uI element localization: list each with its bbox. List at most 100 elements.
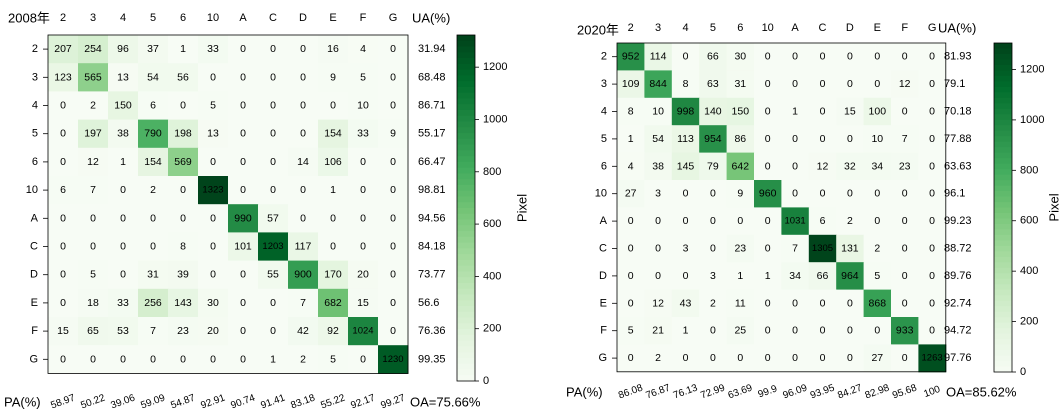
cell-value: 25 bbox=[734, 325, 746, 337]
colorbar-segment bbox=[994, 142, 1012, 148]
cell-value: 990 bbox=[234, 212, 252, 224]
colorbar-segment bbox=[994, 103, 1012, 109]
cell-value: 0 bbox=[792, 51, 798, 63]
column-header: 5 bbox=[710, 22, 716, 34]
cell-value: 0 bbox=[240, 156, 246, 168]
colorbar-segment bbox=[994, 290, 1012, 296]
pa-value: 55.22 bbox=[319, 392, 347, 411]
cell-value: 0 bbox=[390, 71, 396, 83]
cell-value: 0 bbox=[360, 353, 366, 365]
pa-value: 76.87 bbox=[644, 382, 672, 401]
ua-value: 97.76 bbox=[944, 352, 972, 364]
cell-value: 7 bbox=[90, 184, 96, 196]
cell-value: 0 bbox=[120, 353, 126, 365]
colorbar-segment bbox=[994, 312, 1012, 318]
colorbar-segment bbox=[457, 335, 475, 341]
cell-value: 53 bbox=[117, 325, 129, 337]
colorbar-segment bbox=[457, 260, 475, 266]
pa-value: 63.69 bbox=[727, 382, 755, 401]
colorbar-segment bbox=[994, 339, 1012, 345]
row-header: F bbox=[600, 325, 607, 337]
cell-value: 0 bbox=[240, 297, 246, 309]
cell-value: 114 bbox=[650, 51, 667, 63]
cell-value: 0 bbox=[929, 297, 935, 309]
ua-value: 68.48 bbox=[418, 71, 446, 83]
colorbar-segment bbox=[994, 350, 1012, 356]
colorbar-segment bbox=[457, 150, 475, 156]
cell-value: 106 bbox=[324, 156, 342, 168]
cell-value: 0 bbox=[820, 325, 826, 337]
cell-value: 33 bbox=[207, 43, 219, 55]
colorbar-segment bbox=[994, 268, 1012, 274]
colorbar-segment bbox=[457, 231, 475, 237]
cell-value: 7 bbox=[792, 243, 798, 255]
cell-value: 0 bbox=[683, 188, 689, 200]
cell-value: 43 bbox=[680, 297, 692, 309]
colorbar-segment bbox=[457, 364, 475, 370]
colorbar-segment bbox=[457, 358, 475, 364]
colorbar-segment bbox=[994, 191, 1012, 197]
cell-value: 207 bbox=[54, 43, 72, 55]
colorbar-segment bbox=[994, 224, 1012, 230]
row-header: 2 bbox=[601, 51, 607, 63]
cell-value: 0 bbox=[902, 215, 908, 227]
cell-value: 0 bbox=[847, 325, 853, 337]
column-header: A bbox=[239, 12, 247, 24]
cell-value: 0 bbox=[120, 212, 126, 224]
colorbar-tick-label: 200 bbox=[1020, 316, 1038, 328]
cell-value: 0 bbox=[90, 353, 96, 365]
colorbar-segment bbox=[994, 54, 1012, 60]
colorbar-segment bbox=[457, 329, 475, 335]
cell-value: 0 bbox=[270, 71, 276, 83]
cell-value: 10 bbox=[652, 106, 664, 118]
colorbar-tick-label: 1200 bbox=[483, 61, 507, 73]
cell-value: 150 bbox=[114, 100, 132, 112]
colorbar-segment bbox=[457, 41, 475, 47]
ua-value: 56.6 bbox=[418, 297, 439, 309]
row-header: 2 bbox=[32, 43, 38, 55]
cell-value: 20 bbox=[357, 269, 369, 281]
cell-value: 0 bbox=[240, 325, 246, 337]
row-header: 4 bbox=[32, 100, 38, 112]
cell-value: 0 bbox=[210, 156, 216, 168]
colorbar-segment bbox=[994, 202, 1012, 208]
cell-value: 0 bbox=[820, 188, 826, 200]
cell-value: 2 bbox=[710, 297, 716, 309]
cell-value: 0 bbox=[60, 212, 66, 224]
column-header: D bbox=[299, 12, 307, 24]
cell-value: 7 bbox=[902, 133, 908, 145]
cell-value: 113 bbox=[677, 133, 694, 145]
cell-value: 5 bbox=[330, 353, 336, 365]
colorbar-label: Pixel bbox=[1047, 193, 1059, 221]
column-header: 10 bbox=[207, 12, 219, 24]
colorbar-segment bbox=[457, 346, 475, 352]
row-header: 5 bbox=[601, 133, 607, 145]
colorbar-segment bbox=[994, 43, 1012, 49]
cell-value: 0 bbox=[820, 297, 826, 309]
cell-value: 12 bbox=[87, 156, 99, 168]
cell-value: 0 bbox=[820, 106, 826, 118]
cell-value: 0 bbox=[929, 51, 935, 63]
cell-value: 0 bbox=[360, 241, 366, 253]
row-header: E bbox=[31, 297, 38, 309]
colorbar-segment bbox=[457, 64, 475, 70]
colorbar-segment bbox=[457, 306, 475, 312]
cell-value: 0 bbox=[902, 188, 908, 200]
colorbar-tick-label: 800 bbox=[483, 166, 501, 178]
cell-value: 9 bbox=[330, 71, 336, 83]
cell-value: 16 bbox=[327, 43, 339, 55]
pa-value: 90.74 bbox=[229, 392, 257, 411]
cell-value: 0 bbox=[929, 215, 935, 227]
cell-value: 23 bbox=[177, 325, 189, 337]
column-header: 4 bbox=[682, 22, 688, 34]
cell-value: 131 bbox=[841, 243, 859, 255]
cell-value: 150 bbox=[732, 106, 750, 118]
row-header: 10 bbox=[595, 188, 607, 200]
chart-title: 2008年 bbox=[8, 11, 50, 26]
colorbar-segment bbox=[994, 213, 1012, 219]
cell-value: 14 bbox=[297, 156, 309, 168]
cell-value: 0 bbox=[792, 352, 798, 364]
cell-value: 3 bbox=[710, 270, 716, 282]
colorbar-tick-label: 400 bbox=[483, 270, 501, 282]
